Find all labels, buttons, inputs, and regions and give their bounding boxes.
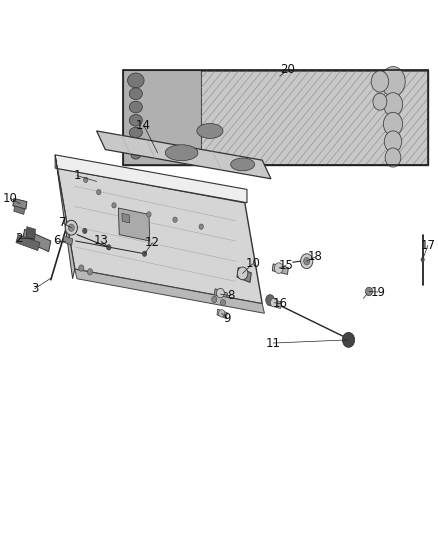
Circle shape [83,228,87,233]
Circle shape [84,177,88,182]
Circle shape [237,267,248,280]
Circle shape [68,224,74,231]
Polygon shape [55,155,75,279]
Polygon shape [214,289,227,300]
Text: 2: 2 [15,232,23,245]
Circle shape [300,254,313,269]
Text: 14: 14 [136,118,151,132]
Text: 6: 6 [53,235,60,247]
Circle shape [275,263,283,273]
Polygon shape [63,236,73,245]
Text: 3: 3 [31,282,39,295]
Ellipse shape [131,151,141,159]
Circle shape [199,224,203,229]
Circle shape [383,93,403,116]
Polygon shape [14,206,25,214]
Circle shape [106,245,111,250]
Polygon shape [237,268,251,282]
Circle shape [65,220,78,235]
Ellipse shape [231,158,254,171]
Polygon shape [118,208,150,241]
Circle shape [173,217,177,222]
Text: 7: 7 [59,216,66,229]
Polygon shape [122,213,130,223]
Polygon shape [26,227,35,240]
Ellipse shape [129,101,142,113]
Circle shape [88,269,93,275]
Polygon shape [57,168,262,304]
Circle shape [142,251,147,256]
Circle shape [212,296,217,303]
Circle shape [366,287,372,296]
Text: 12: 12 [145,236,160,249]
Polygon shape [217,309,227,319]
Text: 1: 1 [73,169,81,182]
Polygon shape [123,70,428,165]
Polygon shape [201,71,428,165]
Circle shape [112,203,116,208]
Text: 10: 10 [245,257,260,270]
Text: 9: 9 [224,312,231,325]
Circle shape [343,333,355,348]
Circle shape [266,295,275,305]
Polygon shape [97,131,271,179]
Polygon shape [272,264,288,274]
Circle shape [220,300,226,306]
Polygon shape [268,298,282,309]
Circle shape [371,71,389,92]
Ellipse shape [165,145,198,161]
Ellipse shape [129,115,142,126]
Text: 11: 11 [265,336,281,350]
Ellipse shape [127,73,144,88]
Polygon shape [55,155,247,203]
Ellipse shape [131,140,141,149]
Polygon shape [16,235,40,251]
Circle shape [147,212,151,217]
Text: 19: 19 [370,286,385,298]
Polygon shape [13,198,27,209]
Text: 15: 15 [279,259,293,272]
Circle shape [383,112,403,136]
Polygon shape [123,70,201,165]
Text: 17: 17 [420,239,435,252]
Text: 10: 10 [3,192,18,205]
Circle shape [219,310,225,317]
Text: 16: 16 [273,297,288,310]
Circle shape [421,257,424,262]
Circle shape [373,93,387,110]
Circle shape [384,131,402,152]
Polygon shape [22,229,51,252]
Circle shape [97,189,101,195]
Circle shape [79,265,84,271]
Text: 18: 18 [308,251,323,263]
Ellipse shape [129,88,142,100]
Circle shape [216,288,224,298]
Ellipse shape [197,124,223,139]
Text: 13: 13 [94,235,108,247]
Circle shape [271,298,278,307]
Circle shape [381,67,405,96]
Ellipse shape [129,127,142,138]
Polygon shape [75,269,265,313]
Text: 20: 20 [280,63,295,76]
Text: 8: 8 [227,289,234,302]
Circle shape [385,148,401,167]
Circle shape [304,257,310,265]
